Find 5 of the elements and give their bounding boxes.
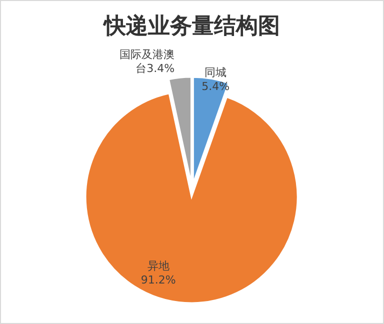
- slice-label: 国际及港澳台3.4%: [120, 48, 175, 75]
- slice-label: 异地: [147, 260, 170, 273]
- data-label: 91.2%: [140, 274, 176, 287]
- chart-title: 快递业务量结构图: [102, 13, 280, 39]
- slice-label: 同城: [204, 66, 227, 79]
